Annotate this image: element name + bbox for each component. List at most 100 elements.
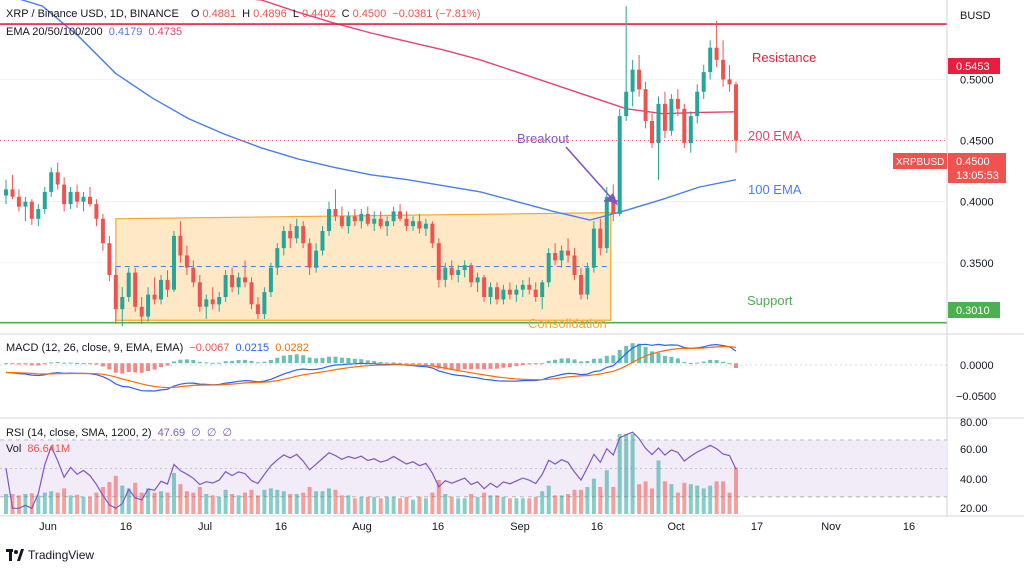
macd-hist-bar <box>172 361 176 364</box>
volume-bar <box>365 496 370 514</box>
macd-hist-bar <box>359 359 364 364</box>
macd-hist-bar <box>230 360 235 364</box>
ema-legend-label[interactable]: EMA 20/50/100/200 <box>6 26 103 38</box>
macd-hist-bar <box>178 359 183 364</box>
candle-body <box>88 196 92 205</box>
candle-body <box>443 267 448 280</box>
candle-body <box>378 218 383 227</box>
volume-bar <box>482 492 487 514</box>
volume-bar <box>604 470 609 514</box>
candles-group[interactable] <box>4 6 738 327</box>
price-axis-ticks[interactable]: 0.5000 0.4500 0.4000 0.3500 <box>960 74 994 269</box>
macd-hist-bar <box>49 362 54 364</box>
price-tick-label: 0.4000 <box>960 197 994 209</box>
macd-legend-label[interactable]: MACD (12, 26, close, 9, EMA, EMA) <box>6 342 184 354</box>
candle-body <box>223 275 228 297</box>
candle-body <box>708 47 713 73</box>
candle-body <box>23 201 28 207</box>
volume-bar <box>314 491 319 514</box>
candle-body <box>643 89 648 121</box>
macd-hist-bar <box>320 357 325 364</box>
support-price-tag <box>948 302 1000 318</box>
open-label: O <box>190 8 200 20</box>
candle-body <box>533 289 538 297</box>
macd-hist-bar <box>488 363 493 369</box>
volume-bar <box>417 496 422 514</box>
volume-bar <box>249 489 254 514</box>
volume-legend-label[interactable]: Vol <box>6 443 22 455</box>
macd-line <box>5 343 737 392</box>
macd-hist-bar <box>184 359 189 364</box>
macd-hist-bar <box>591 358 596 364</box>
candle-body <box>42 191 47 209</box>
macd-hist-bar <box>572 359 577 364</box>
macd-hist-bar <box>210 362 215 364</box>
time-axis[interactable]: Jun 16 Jul 16 Aug 16 Sep 16 Oct 17 Nov 16 <box>39 521 915 533</box>
candle-body <box>727 79 732 85</box>
candle-body <box>139 306 144 317</box>
macd-hist-bar <box>566 358 570 364</box>
macd-hist-bar <box>727 363 732 365</box>
macd-hist-bar <box>423 363 428 365</box>
volume-bar <box>165 492 170 514</box>
resistance-price-tag <box>948 58 1000 74</box>
volume-bar <box>662 481 667 514</box>
candle-body <box>604 196 609 249</box>
candle-body <box>262 292 267 315</box>
candle-body <box>701 72 706 92</box>
rsi-legend[interactable]: RSI (14, close, SMA, 1200, 2) 47.69 ∅ ∅ … <box>6 426 235 439</box>
volume-bar <box>721 481 726 514</box>
candle-body <box>462 265 467 271</box>
macd-hist-bar <box>669 356 674 364</box>
consolidation-label: Consolidation <box>528 316 607 331</box>
volume-bar <box>553 495 558 514</box>
macd-hist-bar <box>16 363 21 365</box>
volume-bar <box>611 487 616 514</box>
volume-bar <box>120 485 125 514</box>
macd-hist-bar <box>546 360 551 364</box>
macd-hist-bar <box>314 358 319 364</box>
rsi-legend-label[interactable]: RSI (14, close, SMA, 1200, 2) <box>6 427 152 439</box>
macd-hist-bar <box>417 363 422 365</box>
volume-bar <box>100 487 105 514</box>
volume-bar <box>598 487 603 514</box>
price-axis-currency: BUSD <box>960 10 991 22</box>
candle-body <box>688 116 693 143</box>
symbol-legend[interactable]: XRP / Binance USD, 1D, BINANCE O 0.4881 H… <box>6 8 483 20</box>
candle-body <box>398 211 403 219</box>
countdown-text: 13:05:53 <box>956 170 999 182</box>
volume-bar <box>268 488 273 514</box>
volume-bar <box>559 495 564 514</box>
candle-body <box>288 231 293 239</box>
time-tick-label: 17 <box>751 521 763 533</box>
macd-hist-bar <box>507 363 512 368</box>
symbol-title[interactable]: XRP / Binance USD, 1D, BINANCE <box>6 8 179 20</box>
macd-hist-bar <box>475 363 480 369</box>
macd-hist-bar <box>191 360 196 364</box>
volume-bar <box>42 492 47 514</box>
candle-body <box>178 235 183 256</box>
volume-bar <box>462 498 467 514</box>
ema-legend[interactable]: EMA 20/50/100/200 0.4179 0.4735 <box>6 26 185 38</box>
macd-hist-bar <box>126 363 131 373</box>
volume-bar <box>475 496 480 514</box>
macd-hist-bar <box>62 362 67 364</box>
volume-bar <box>372 496 377 514</box>
candle-body <box>391 211 396 222</box>
volume-bar <box>546 485 551 514</box>
macd-legend[interactable]: MACD (12, 26, close, 9, EMA, EMA) −0.006… <box>6 342 312 354</box>
price-tick-label: 0.5000 <box>960 74 994 86</box>
candle-body <box>540 282 545 297</box>
macd-hist-bar <box>501 363 506 368</box>
volume-legend[interactable]: Vol 86.641M <box>6 443 73 455</box>
macd-hist-bar <box>398 362 403 364</box>
volume-bar <box>236 495 241 514</box>
tradingview-branding[interactable]: TradingView <box>6 548 94 562</box>
volume-bar <box>566 494 570 514</box>
candle-body <box>365 213 370 224</box>
volume-bar <box>62 488 67 514</box>
macd-hist-bar <box>68 362 73 364</box>
ema-200-line <box>254 0 737 115</box>
